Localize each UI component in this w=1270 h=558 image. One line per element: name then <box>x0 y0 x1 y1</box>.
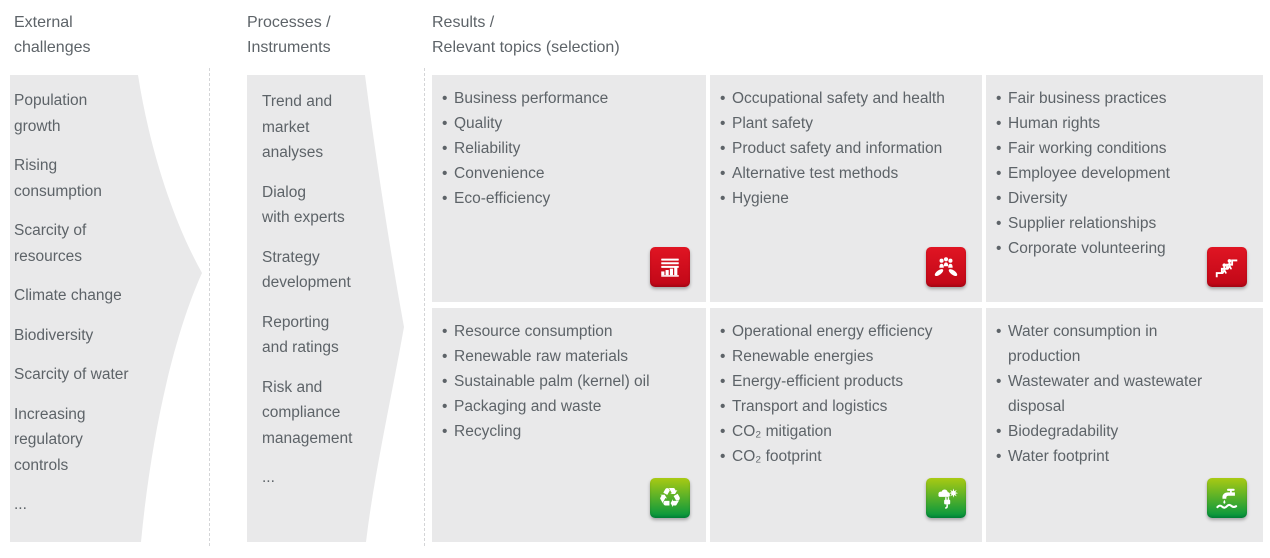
topic-item: Hygiene <box>719 186 972 211</box>
topic-box-energy-climate: Operational energy efficiencyRenewable e… <box>710 308 982 542</box>
topic-item: Resource consumption <box>441 319 696 344</box>
topic-box-safety-health: Occupational safety and healthPlant safe… <box>710 75 982 302</box>
topic-item: Employee development <box>995 161 1253 186</box>
topic-box-water-wastewater: Water consumption in productionWastewate… <box>986 308 1263 542</box>
process-item: Strategy development <box>262 248 351 291</box>
topic-item: Packaging and waste <box>441 394 696 419</box>
badge-water-wastewater <box>1207 478 1247 518</box>
column-divider <box>424 68 425 546</box>
topic-item: Renewable raw materials <box>441 344 696 369</box>
topic-item: CO₂ footprint <box>719 444 972 469</box>
topic-item: Sustainable palm (kernel) oil <box>441 369 696 394</box>
challenge-item: Population growth <box>14 92 88 135</box>
badge-energy-climate <box>926 478 966 518</box>
challenge-item: Climate change <box>14 287 122 304</box>
topic-item: CO₂ mitigation <box>719 419 972 444</box>
topic-item: Diversity <box>995 186 1253 211</box>
process-item: Dialog with experts <box>262 183 345 226</box>
challenge-item: Biodiversity <box>14 326 94 344</box>
process-item: ... <box>262 469 275 486</box>
processes-instruments-title: Processes / Instruments <box>247 14 331 56</box>
topic-item: Supplier relationships <box>995 211 1253 236</box>
water-tap-icon <box>1216 488 1238 509</box>
bar-chart-icon <box>661 258 679 277</box>
topic-list: Water consumption in productionWastewate… <box>995 319 1253 469</box>
process-item: Risk and compliance management <box>262 378 353 447</box>
column-divider <box>209 68 210 546</box>
challenge-item: Increasing regulatory controls <box>14 405 86 474</box>
challenge-item: Scarcity of resources <box>14 222 87 265</box>
results-grid: Business performanceQualityReliabilityCo… <box>432 75 1263 542</box>
badge-safety-health <box>926 247 966 287</box>
topic-item: Product safety and information <box>719 136 972 161</box>
topic-item: Operational energy efficiency <box>719 319 972 344</box>
energy-climate-icon <box>938 488 959 509</box>
topic-item: Plant safety <box>719 111 972 136</box>
process-item: Trend and market analyses <box>262 93 333 161</box>
challenge-item: Rising consumption <box>14 157 102 200</box>
topic-box-materials-resources: Resource consumptionRenewable raw materi… <box>432 308 706 542</box>
topic-item: Corporate volunteering <box>995 236 1253 261</box>
topic-item: Convenience <box>441 161 696 186</box>
badge-products-performance <box>650 247 690 287</box>
topic-list: Operational energy efficiencyRenewable e… <box>719 319 972 469</box>
topic-item: Water footprint <box>995 444 1253 469</box>
topic-item: Biodegradability <box>995 419 1253 444</box>
topic-item: Business performance <box>441 86 696 111</box>
topic-item: Occupational safety and health <box>719 86 972 111</box>
topic-item: Renewable energies <box>719 344 972 369</box>
challenge-item: ... <box>14 496 27 513</box>
topic-item: Water consumption in production <box>995 319 1253 369</box>
external-challenges-panel: Population growth Rising consumption Scarc… <box>10 75 202 542</box>
topic-item: Wastewater and wastewater disposal <box>995 369 1253 419</box>
recycling-icon: ♻ <box>657 482 683 514</box>
topic-item: Human rights <box>995 111 1253 136</box>
people-ascending-stairs-icon <box>1215 259 1238 278</box>
topic-item: Fair business practices <box>995 86 1253 111</box>
topic-item: Energy-efficient products <box>719 369 972 394</box>
badge-materials-resources: ♻ <box>650 478 690 518</box>
results-title: Results / Relevant topics (selection) <box>432 14 620 56</box>
topic-item: Quality <box>441 111 696 136</box>
topic-list: Occupational safety and healthPlant safe… <box>719 86 972 211</box>
topic-item: Fair working conditions <box>995 136 1253 161</box>
topic-box-products-performance: Business performanceQualityReliabilityCo… <box>432 75 706 302</box>
challenge-item: Scarcity of water <box>14 366 129 383</box>
topic-item: Alternative test methods <box>719 161 972 186</box>
topic-item: Eco-efficiency <box>441 186 696 211</box>
topic-list: Resource consumptionRenewable raw materi… <box>441 319 696 444</box>
topic-list: Business performanceQualityReliabilityCo… <box>441 86 696 211</box>
process-item: Reporting and ratings <box>262 313 339 356</box>
topic-box-social-fairness: Fair business practicesHuman rightsFair … <box>986 75 1263 302</box>
topic-list: Fair business practicesHuman rightsFair … <box>995 86 1253 261</box>
topic-item: Transport and logistics <box>719 394 972 419</box>
badge-social-fairness <box>1207 247 1247 287</box>
topic-item: Reliability <box>441 136 696 161</box>
topic-item: Recycling <box>441 419 696 444</box>
processes-panel: Trend and market analyses Dialog with exp… <box>247 75 404 542</box>
external-challenges-title: External challenges <box>14 14 91 56</box>
hands-holding-people-icon <box>934 257 958 277</box>
